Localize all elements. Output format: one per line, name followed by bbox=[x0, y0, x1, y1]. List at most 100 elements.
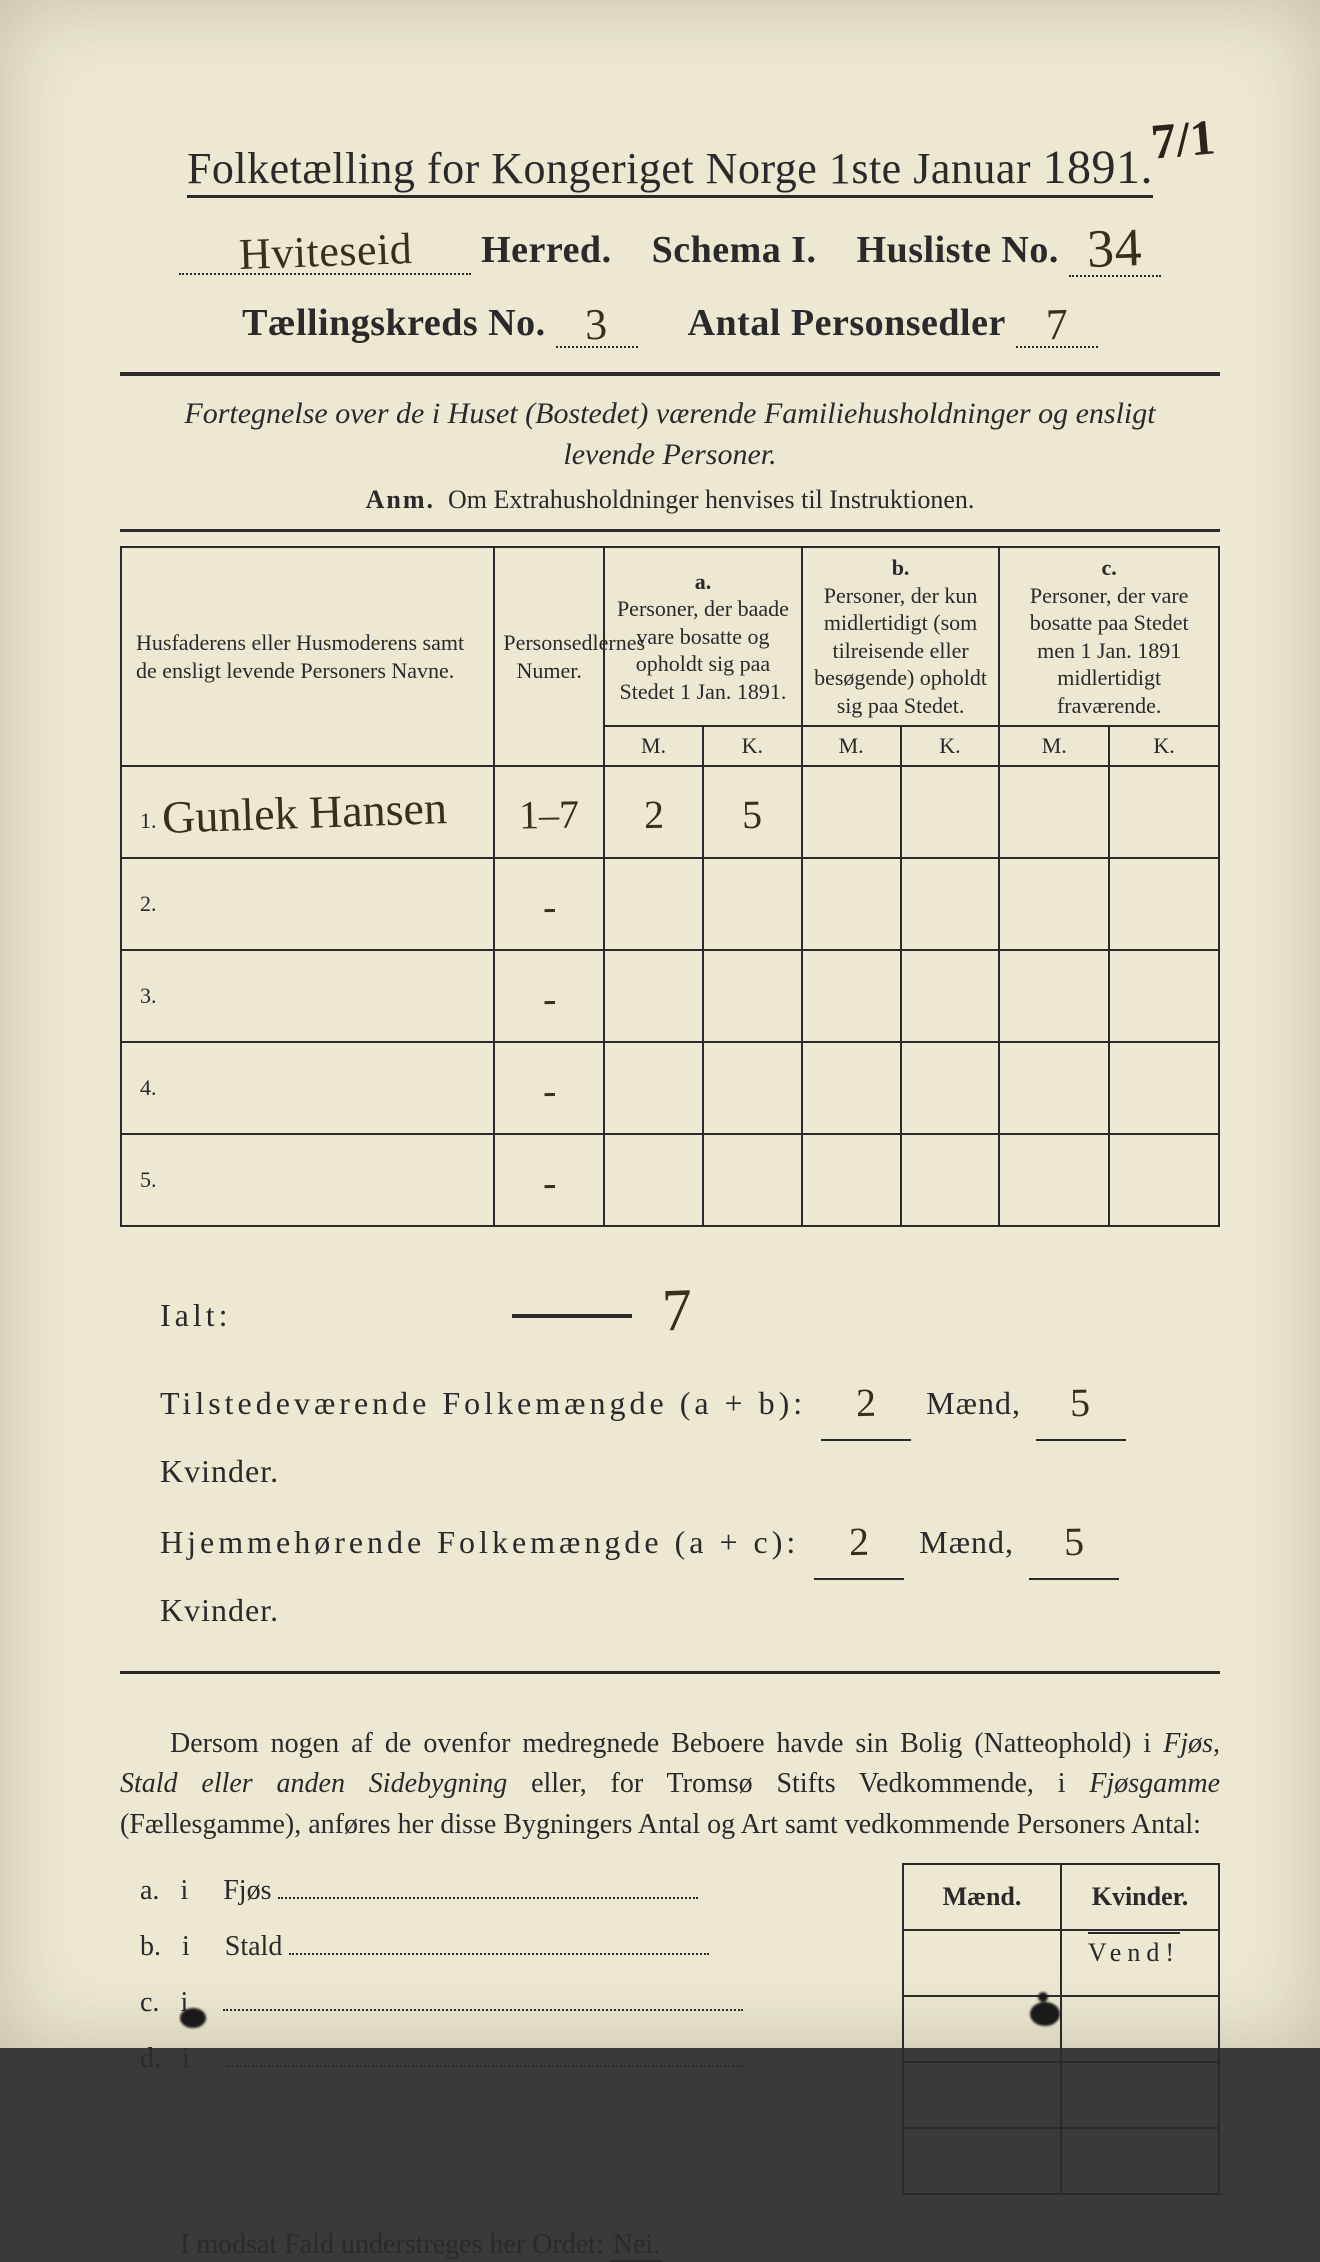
divider-mid bbox=[120, 1671, 1220, 1674]
corner-annotation: 7/1 bbox=[1149, 107, 1218, 170]
side-idx: c. bbox=[140, 1987, 159, 2018]
th-a-k: K. bbox=[703, 726, 802, 766]
cell-b-k bbox=[901, 1042, 1000, 1134]
num-handwritten: - bbox=[542, 1066, 556, 1113]
hjemme-label: Hjemmehørende Folkemængde (a + c): bbox=[160, 1524, 799, 1560]
cell-c-m bbox=[999, 950, 1109, 1042]
th-b-text: Personer, der kun midlertidigt (som tilr… bbox=[814, 583, 987, 718]
th-b: b. Personer, der kun midlertidigt (som t… bbox=[802, 547, 1000, 726]
cell-c-m bbox=[999, 1042, 1109, 1134]
th-c-m: M. bbox=[999, 726, 1109, 766]
cell-num: - bbox=[494, 1134, 604, 1226]
cell-b-m bbox=[802, 1134, 901, 1226]
cell-c-m bbox=[999, 766, 1109, 858]
num-handwritten: - bbox=[542, 974, 556, 1021]
modsat-line: I modsat Fald understreges her Ordet: Ne… bbox=[120, 2229, 1220, 2261]
cell-c-k bbox=[1109, 950, 1219, 1042]
row-number: 4. bbox=[140, 1075, 157, 1100]
side-a-m bbox=[903, 1930, 1061, 1996]
title-prefix: Folketælling for Kongeriget Norge 1ste J… bbox=[187, 144, 1031, 193]
side-label: Stald bbox=[225, 1931, 283, 1962]
vend-footer: Vend! bbox=[1088, 1932, 1180, 1968]
side-i: i bbox=[182, 2043, 190, 2074]
side-i: i bbox=[182, 1931, 190, 1962]
cell-b-k bbox=[901, 1134, 1000, 1226]
cell-name: 2. bbox=[121, 858, 494, 950]
herred-name-handwritten: Hviteseid bbox=[238, 223, 413, 280]
sidebygning-row: b. i Stald bbox=[140, 1919, 882, 1975]
title-year: 1891. bbox=[1043, 141, 1154, 194]
th-c: c. Personer, der vare bosatte paa Stedet… bbox=[999, 547, 1219, 726]
th-num: Personsedlernes Numer. bbox=[494, 547, 604, 766]
table-row: 1. Gunlek Hansen 1–7 25 bbox=[121, 766, 1219, 858]
cell-c-k bbox=[1109, 766, 1219, 858]
tilstede-k: 5 bbox=[1070, 1365, 1092, 1441]
ialt-dash bbox=[512, 1314, 632, 1318]
row-number: 1. bbox=[140, 808, 157, 833]
cell-a-k bbox=[703, 1042, 802, 1134]
th-c-top: c. bbox=[1102, 555, 1117, 580]
cell-b-k bbox=[901, 858, 1000, 950]
census-table: Husfaderens eller Husmoderens samt de en… bbox=[120, 546, 1220, 1227]
side-idx: a. bbox=[140, 1875, 159, 1906]
cell-b-m bbox=[802, 858, 901, 950]
anm-label: Anm. bbox=[366, 485, 435, 514]
cell-num: - bbox=[494, 1042, 604, 1134]
tilstede-label: Tilstedeværende Folkemængde (a + b): bbox=[160, 1385, 806, 1421]
fortegnelse-line2: levende Personer. bbox=[563, 438, 776, 471]
th-a-m: M. bbox=[604, 726, 703, 766]
ink-blot bbox=[180, 2008, 206, 2028]
herred-label: Herred. bbox=[481, 229, 611, 271]
num-handwritten: 1–7 bbox=[519, 790, 580, 838]
row-number: 5. bbox=[140, 1167, 157, 1192]
name-handwritten: Gunlek Hansen bbox=[161, 781, 448, 844]
tilstede-m: 2 bbox=[855, 1365, 877, 1441]
sidebygning-row: a. i Fjøs bbox=[140, 1863, 882, 1919]
husliste-no-handwritten: 34 bbox=[1086, 216, 1143, 280]
hjemme-k: 5 bbox=[1063, 1504, 1085, 1580]
cell-b-m bbox=[802, 1042, 901, 1134]
th-b-k: K. bbox=[901, 726, 1000, 766]
modsat-text: I modsat Fald understreges her Ordet: bbox=[180, 2229, 604, 2260]
table-row: 5. - bbox=[121, 1134, 1219, 1226]
row-number: 3. bbox=[140, 983, 157, 1008]
anm-line: Anm. Om Extrahusholdninger henvises til … bbox=[120, 485, 1220, 515]
side-c-m bbox=[903, 2062, 1061, 2128]
side-b-k bbox=[1061, 1996, 1219, 2062]
cell-name: 3. bbox=[121, 950, 494, 1042]
header-line-herred: Hviteseid Herred. Schema I. Husliste No.… bbox=[120, 213, 1220, 277]
val-handwritten: 2 bbox=[643, 790, 664, 837]
dersom-t2: eller, for Tromsø Stifts Vedkommende, i bbox=[507, 1768, 1089, 1799]
cell-a-k: 5 bbox=[703, 766, 802, 858]
sidebygning-block: a. i Fjøs b. i Stald c. i d. i Mænd. Kvi… bbox=[120, 1863, 1220, 2195]
page-title: Folketælling for Kongeriget Norge 1ste J… bbox=[120, 140, 1220, 195]
cell-num: 1–7 bbox=[494, 766, 604, 858]
sidebygning-mk-table: Mænd. Kvinder. bbox=[902, 1863, 1220, 2195]
fortegnelse-text: Fortegnelse over de i Huset (Bostedet) v… bbox=[180, 394, 1160, 475]
schema-label: Schema I. bbox=[652, 229, 817, 271]
cell-b-m bbox=[802, 766, 901, 858]
side-idx: d. bbox=[140, 2043, 161, 2074]
cell-c-m bbox=[999, 858, 1109, 950]
totals-block: Ialt: 7 Tilstedeværende Folkemængde (a +… bbox=[120, 1249, 1220, 1641]
sidebygning-row: c. i bbox=[140, 1975, 882, 2031]
side-label: Fjøs bbox=[223, 1875, 271, 1906]
dersom-t1: Dersom nogen af de ovenfor medregnede Be… bbox=[170, 1728, 1163, 1759]
divider-top bbox=[120, 372, 1220, 376]
side-d-m bbox=[903, 2128, 1061, 2194]
maend-label-2: Mænd, bbox=[919, 1524, 1014, 1560]
cell-num: - bbox=[494, 950, 604, 1042]
ink-blot bbox=[1030, 2002, 1060, 2026]
dersom-t3: (Fællesgamme), anføres her disse Bygning… bbox=[120, 1809, 1201, 1840]
side-c-k bbox=[1061, 2062, 1219, 2128]
ialt-label: Ialt: bbox=[160, 1285, 232, 1346]
num-handwritten: - bbox=[542, 1158, 556, 1205]
cell-a-k bbox=[703, 858, 802, 950]
kvinder-label-2: Kvinder. bbox=[160, 1592, 279, 1628]
cell-c-k bbox=[1109, 858, 1219, 950]
cell-b-k bbox=[901, 950, 1000, 1042]
table-row: 3. - bbox=[121, 950, 1219, 1042]
th-num-text: Personsedlernes Numer. bbox=[503, 629, 595, 684]
kreds-label: Tællingskreds No. bbox=[242, 302, 545, 344]
sidebygning-rows: a. i Fjøs b. i Stald c. i d. i bbox=[120, 1863, 902, 2087]
